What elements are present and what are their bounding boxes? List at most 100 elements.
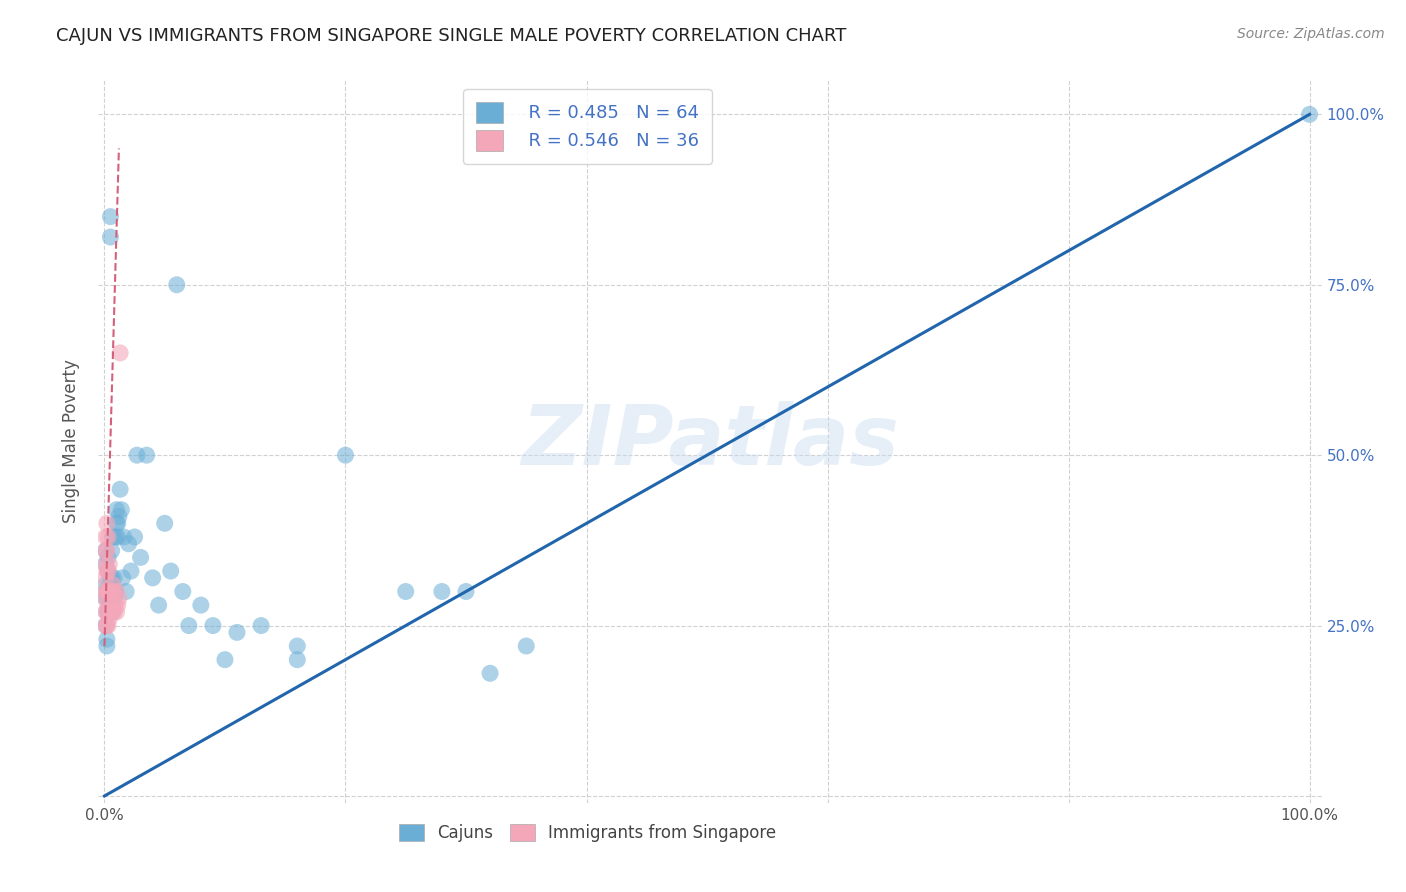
Point: [100, 230, 122, 244]
Point: [100, 210, 122, 224]
Point: [108, 482, 131, 496]
Point: [97, 618, 120, 632]
Point: [100, 584, 122, 599]
Point: [115, 584, 138, 599]
Point: [98, 577, 121, 591]
Point: [94, 530, 117, 544]
Point: [98, 612, 121, 626]
Point: [108, 509, 131, 524]
Point: [98, 558, 121, 572]
Point: [166, 277, 188, 292]
Text: CAJUN VS IMMIGRANTS FROM SINGAPORE SINGLE MALE POVERTY CORRELATION CHART: CAJUN VS IMMIGRANTS FROM SINGAPORE SINGL…: [56, 27, 846, 45]
Point: [101, 598, 124, 612]
Point: [101, 530, 124, 544]
Y-axis label: Single Male Poverty: Single Male Poverty: [62, 359, 80, 524]
Point: [100, 605, 122, 619]
Point: [96, 605, 118, 619]
Point: [96, 564, 118, 578]
Point: [100, 543, 122, 558]
Point: [214, 653, 236, 667]
Point: [100, 584, 122, 599]
Point: [107, 598, 129, 612]
Point: [112, 530, 135, 544]
Point: [97, 591, 120, 606]
Point: [107, 516, 129, 531]
Point: [395, 584, 418, 599]
Point: [98, 584, 121, 599]
Point: [96, 543, 118, 558]
Point: [285, 653, 308, 667]
Point: [104, 598, 127, 612]
Point: [103, 591, 125, 606]
Point: [111, 571, 134, 585]
Point: [515, 639, 537, 653]
Point: [94, 584, 117, 599]
Point: [101, 605, 124, 619]
Point: [94, 618, 117, 632]
Point: [103, 605, 125, 619]
Point: [100, 571, 122, 585]
Point: [94, 543, 117, 558]
Point: [285, 639, 308, 653]
Point: [110, 502, 132, 516]
Point: [430, 584, 453, 599]
Point: [94, 571, 117, 585]
Point: [94, 558, 117, 572]
Legend: Cajuns, Immigrants from Singapore: Cajuns, Immigrants from Singapore: [392, 817, 783, 848]
Point: [454, 584, 477, 599]
Point: [135, 448, 157, 462]
Text: ZIPatlas: ZIPatlas: [522, 401, 898, 482]
Point: [177, 618, 200, 632]
Point: [153, 516, 176, 531]
Point: [129, 550, 152, 565]
Point: [97, 564, 120, 578]
Point: [94, 543, 117, 558]
Text: Source: ZipAtlas.com: Source: ZipAtlas.com: [1237, 27, 1385, 41]
Point: [96, 516, 118, 531]
Point: [125, 448, 148, 462]
Point: [96, 584, 118, 599]
Point: [94, 558, 117, 572]
Point: [100, 605, 122, 619]
Point: [97, 598, 120, 612]
Point: [94, 605, 117, 619]
Point: [226, 625, 249, 640]
Point: [97, 550, 120, 565]
Point: [172, 584, 194, 599]
Point: [97, 605, 120, 619]
Point: [108, 346, 131, 360]
Point: [201, 618, 224, 632]
Point: [142, 571, 165, 585]
Point: [104, 530, 127, 544]
Point: [105, 584, 128, 599]
Point: [117, 537, 139, 551]
Point: [97, 584, 120, 599]
Point: [105, 605, 128, 619]
Point: [98, 598, 121, 612]
Point: [159, 564, 181, 578]
Point: [103, 571, 125, 585]
Point: [94, 618, 117, 632]
Point: [107, 530, 129, 544]
Point: [94, 591, 117, 606]
Point: [97, 564, 120, 578]
Point: [101, 577, 124, 591]
Point: [94, 591, 117, 606]
Point: [120, 564, 142, 578]
Point: [105, 516, 128, 531]
Point: [96, 618, 118, 632]
Point: [100, 598, 122, 612]
Point: [96, 584, 118, 599]
Point: [103, 584, 125, 599]
Point: [96, 605, 118, 619]
Point: [335, 448, 357, 462]
Point: [108, 591, 131, 606]
Point: [97, 530, 120, 544]
Point: [96, 639, 118, 653]
Point: [96, 632, 118, 647]
Point: [94, 577, 117, 591]
Point: [124, 530, 146, 544]
Point: [479, 666, 502, 681]
Point: [1298, 107, 1320, 121]
Point: [250, 618, 273, 632]
